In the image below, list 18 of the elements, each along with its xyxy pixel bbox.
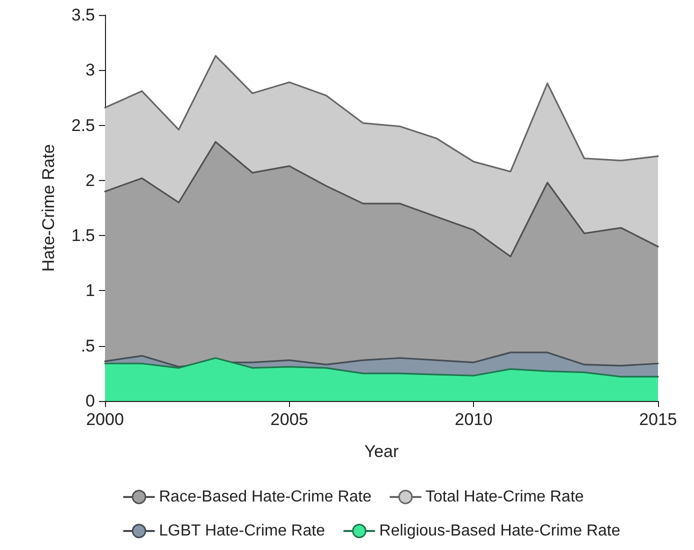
- x-tick-label: 2015: [639, 410, 677, 429]
- legend-label: Race-Based Hate-Crime Rate: [159, 488, 372, 506]
- x-tick-label: 2005: [270, 410, 308, 429]
- y-tick-label: 3: [86, 60, 95, 80]
- y-tick-label: 1: [86, 281, 95, 300]
- x-axis-title: Year: [364, 442, 400, 461]
- y-tick-label: .5: [80, 336, 95, 356]
- y-tick-label: 2: [86, 170, 95, 190]
- y-tick-label: 2.5: [71, 116, 95, 135]
- y-tick-label: 1.5: [71, 226, 95, 246]
- y-tick-label: 0: [86, 392, 95, 410]
- x-tick-label: 2010: [454, 410, 493, 429]
- y-axis-title: Hate-Crime Rate: [39, 144, 58, 272]
- legend-label: Religious-Based Hate-Crime Rate: [379, 522, 620, 540]
- x-tick-label: 2000: [86, 410, 124, 429]
- legend-label: LGBT Hate-Crime Rate: [159, 522, 326, 540]
- y-tick-label: 3.5: [71, 6, 95, 24]
- legend-label: Total Hate-Crime Rate: [426, 488, 584, 506]
